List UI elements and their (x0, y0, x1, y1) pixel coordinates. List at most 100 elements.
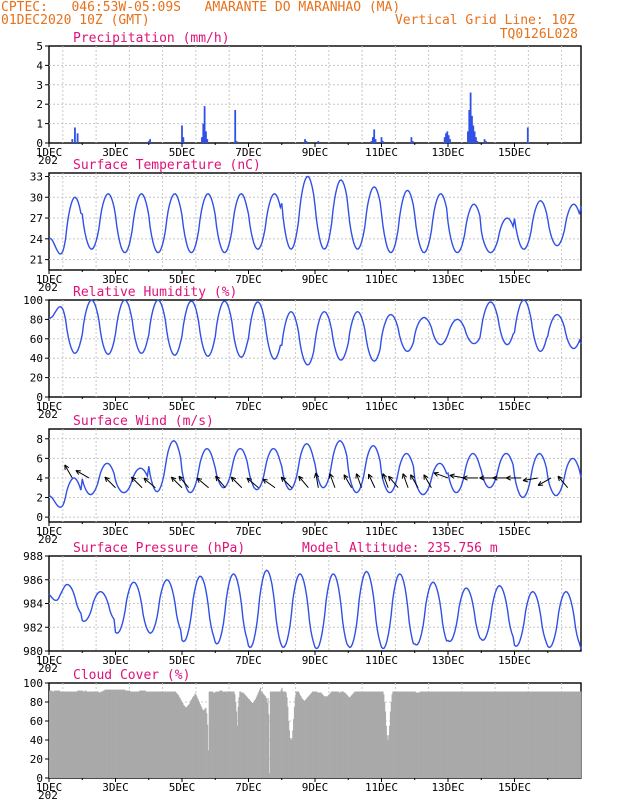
wind-arrow-head (522, 480, 528, 483)
cloud-bar (246, 697, 248, 778)
cloud-bar (287, 706, 289, 778)
y-tick-label: 0 (36, 391, 43, 404)
x-tick-label: 5DEC (169, 146, 196, 159)
cloud-bar (84, 690, 86, 778)
cloud-bar (365, 691, 367, 778)
cloud-bar (488, 691, 490, 778)
wind-arrow-head (231, 476, 237, 480)
cloud-bar (484, 691, 486, 778)
cloud-bar (138, 691, 140, 778)
precip-bar (472, 125, 475, 143)
cloud-bar (477, 691, 479, 778)
cloud-bar (279, 691, 281, 778)
wind-arrow-head (505, 475, 511, 479)
cloud-bar (380, 691, 382, 778)
cloud-bar (478, 691, 480, 778)
cloud-bar (394, 691, 396, 778)
cloud-bar (72, 691, 75, 778)
cloud-bar (499, 691, 502, 778)
cloud-bar (70, 691, 72, 778)
cloud-bar (363, 691, 365, 778)
y-tick-label: 980 (23, 645, 43, 658)
cloud-bar (96, 691, 98, 778)
cloud-bar (549, 691, 551, 778)
cloud-bar (336, 691, 338, 778)
cloud-bar (214, 692, 216, 778)
cloud-bar (53, 691, 55, 778)
cloud-bar (517, 691, 519, 778)
cloud-bar (314, 691, 316, 778)
y-tick-label: 984 (23, 598, 43, 611)
cloud-bar (313, 691, 315, 778)
cloud-bar (215, 691, 217, 778)
cloud-bar (516, 691, 518, 778)
x-tick-label: 11DEC (365, 781, 398, 794)
cloud-bar (396, 691, 398, 778)
cloud-bar (413, 691, 415, 778)
cloud-bar (433, 691, 435, 778)
year-label: 202 (38, 662, 58, 675)
x-tick-label: 15DEC (498, 400, 531, 413)
precip-bar (182, 137, 185, 143)
cloud-bar (512, 691, 514, 778)
x-tick-label: 13DEC (431, 654, 464, 667)
wind-arrow-head (492, 475, 498, 479)
x-tick-label: 1DEC (36, 146, 63, 159)
x-tick-label: 5DEC (169, 400, 196, 413)
cloud-bar (504, 691, 506, 778)
cloud-bar (228, 691, 230, 778)
cloud-bar (547, 691, 550, 778)
cloud-bar (467, 691, 469, 778)
cloud-bar (331, 691, 334, 778)
cloud-bar (569, 691, 571, 778)
cloud-bar (340, 691, 342, 778)
cloud-bar (317, 692, 320, 778)
cloud-bar (155, 691, 157, 778)
cloud-bar (458, 691, 460, 778)
cloud-bar (432, 691, 434, 778)
cloud-bar (511, 691, 513, 778)
cloud-bar (220, 690, 222, 778)
cloud-bar (475, 691, 478, 778)
cloud-bar (446, 691, 448, 778)
cloud-bar (445, 691, 447, 778)
wind-arrow-head (479, 477, 485, 481)
cloud-bar (169, 691, 171, 778)
x-tick-label: 9DEC (302, 146, 329, 159)
wind-arrow (522, 477, 538, 482)
cloud-bar (570, 691, 572, 778)
cloud-bar (374, 691, 376, 778)
cloud-bar (415, 692, 417, 778)
cloud-bar (404, 691, 406, 778)
cloud-bar (349, 697, 351, 778)
cloud-bar (258, 691, 260, 778)
cloud-bar (328, 694, 330, 778)
cloud-bar (190, 700, 192, 778)
cloud-bar (501, 691, 503, 778)
cloud-bar (130, 691, 132, 778)
wind-arrow-head (449, 473, 455, 476)
cloud-bar (199, 703, 201, 778)
wind-arrow (178, 475, 190, 489)
wind-arrow (196, 477, 209, 489)
x-tick-label: 7DEC (235, 146, 262, 159)
wind-arrow-head (462, 477, 468, 481)
wind-arrow (423, 474, 432, 488)
x-tick-label: 3DEC (102, 273, 129, 286)
cloud-bar (187, 705, 189, 778)
cloud-bar (60, 691, 62, 778)
cloud-bar (177, 694, 179, 778)
wind-arrow-head (131, 476, 137, 480)
cloud-bar (434, 691, 436, 778)
cloud-bar (223, 691, 225, 778)
cloud-bar (182, 702, 184, 778)
x-tick-label: 5DEC (169, 781, 196, 794)
cloud-bar (491, 691, 493, 778)
cloud-bar (303, 700, 305, 778)
cloud-bar (405, 691, 407, 778)
plot-frame (48, 172, 582, 271)
cloud-bar (211, 691, 213, 778)
precip-bar (445, 133, 447, 143)
cloud-bar (270, 691, 272, 778)
x-tick-label: 15DEC (498, 654, 531, 667)
